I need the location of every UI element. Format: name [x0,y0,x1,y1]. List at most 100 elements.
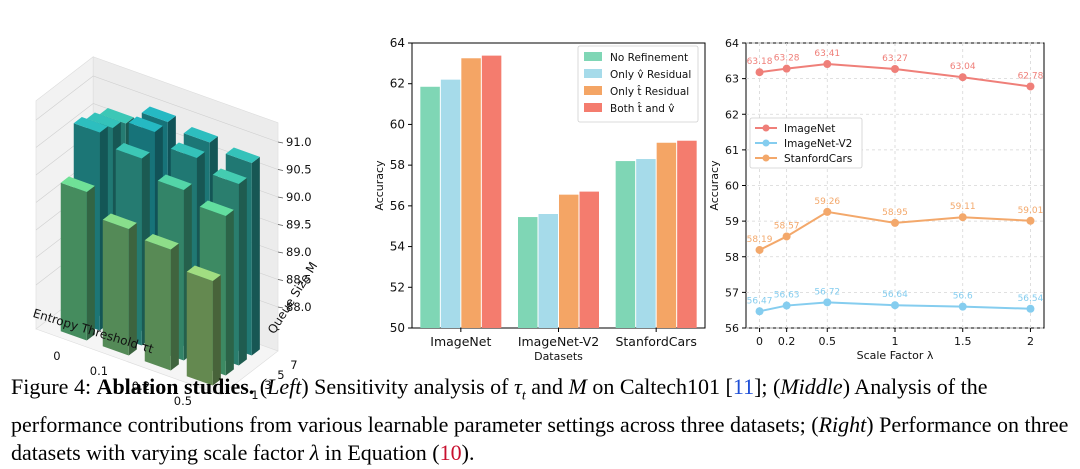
bar3d-side [251,156,260,356]
data-label: 56.64 [882,290,908,300]
bar3d-top [60,176,95,193]
bar3d-top [86,112,121,129]
caption-after-ref: ]; [754,374,774,399]
y-tick-label: 54 [390,240,405,254]
y-tick-label: 3 [264,378,271,392]
y-tick-label: 58 [390,158,405,172]
z-tick-label: 89.0 [286,245,312,259]
bar [636,159,656,328]
x-tick-label: 0.2 [778,335,796,348]
figure-caption: Figure 4: Ablation studies. (Left) Sensi… [11,374,1069,466]
data-point [958,213,967,222]
bar [677,140,697,328]
legend-label: ImageNet [784,123,835,135]
bar3d-side [225,209,234,376]
z-tick [277,196,284,199]
chart-bar: 50 52 54 56 58 60 62 64 ImageNet ImageNet-V2 Stanf… [373,36,706,363]
bar [420,86,440,329]
bar3d-top [157,174,192,191]
y-tick-label: 58 [725,251,739,264]
z-tick-label: 90.0 [286,190,312,204]
data-point [958,302,967,311]
caption-label: Figure 4: [11,374,92,399]
z-tick-label: 90.5 [286,163,312,177]
bar3d-top [99,108,134,124]
data-point [1026,216,1035,225]
caption-right-tag: Right [818,411,867,437]
caption-left-text-after: on Caltech101 [ [586,374,733,399]
legend-label: Only t̂ Residual [610,85,689,98]
data-label: 63.18 [747,57,773,67]
bar [481,55,502,328]
data-point [891,218,899,227]
z-tick [277,141,284,144]
z-tick [277,251,284,254]
legend-label: ImageNet-V2 [784,138,852,150]
y-tick-label: 64 [390,36,405,50]
bar3d-front [144,240,171,371]
series-line [759,301,1031,313]
z-tick-label: 89.5 [286,218,312,232]
data-label: 58.19 [747,235,773,245]
bar3d-side [238,177,247,366]
series-line [759,63,1031,88]
z-tick-label: 88.0 [286,300,312,314]
x-tick-label: 1 [892,335,899,348]
y-tick-label: 5 [277,368,284,382]
data-point [755,307,764,316]
caption-citation-link[interactable]: 11 [732,374,755,399]
bar [518,217,538,328]
bar3d-top [144,234,179,250]
data-point [755,68,764,77]
z-tick [277,169,284,171]
y-tick-label: 64 [725,37,739,50]
bar3d-side [170,243,179,371]
y-tick-label: 56 [390,199,405,213]
z-tick [277,306,284,309]
data-point [823,207,832,216]
bar3d-top [225,147,260,164]
legend-box [577,45,699,123]
y-tick-label: 61 [725,144,739,157]
y-tick-label: 62 [390,77,405,91]
bar3d-top [199,200,234,217]
caption-middle-text: Analysis of the performance contribution… [11,374,988,437]
y-tick-label: 1 [251,388,258,402]
bar [615,161,636,328]
caption-left-text: Sensitivity analysis of [308,374,514,399]
data-label: 63.28 [774,54,800,64]
x-axis-label: Datasets [534,350,583,363]
caption-right-text-after: in Equation ( [319,440,440,466]
data-label: 59.26 [814,197,840,207]
bar3d-side [128,222,137,356]
x-tick-label: ImageNet [430,334,491,349]
data-label: 56.72 [814,287,840,297]
bar3d-side [86,185,95,341]
bar [559,194,579,328]
data-point [958,73,967,82]
data-label: 59.01 [1018,206,1044,216]
y-axis-label: Accuracy [373,160,386,211]
y-tick-label: 59 [725,215,739,228]
bar [461,58,481,329]
z-tick [277,224,284,226]
legend-marker [762,124,770,132]
data-label: 63.27 [882,54,908,64]
z-tick-label: 91.0 [286,135,312,149]
legend-marker [762,154,770,162]
data-label: 56.63 [774,291,800,301]
data-label: 58.57 [774,221,800,231]
bar3d-top [183,127,218,143]
x-axis-label: Scale Factor λ [857,349,934,362]
y-tick-label: 52 [390,280,405,294]
data-point [782,232,791,241]
z-gridline [35,75,279,143]
data-label: 56.6 [953,292,973,302]
caption-equation-link[interactable]: 10 [439,440,462,466]
x-tick-label: 0.2 [132,379,150,393]
caption-tau: τ [514,374,522,399]
y-tick-label: 50 [390,321,405,335]
legend-swatch [584,86,602,95]
bar3d-top [128,116,163,133]
